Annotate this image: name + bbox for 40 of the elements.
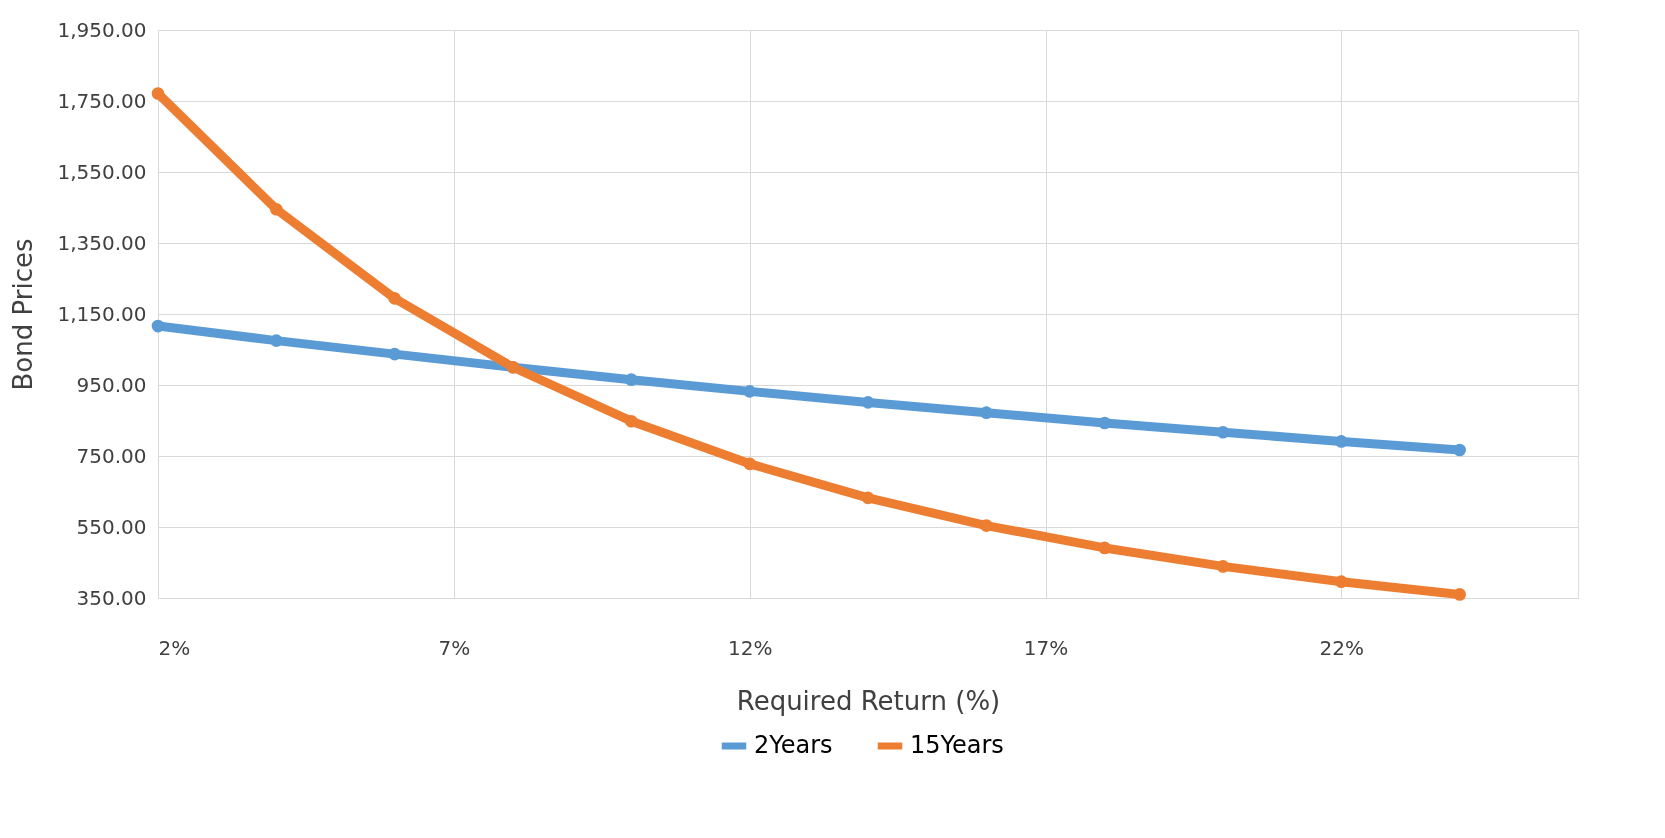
point: [743, 385, 756, 398]
point: [1216, 425, 1230, 439]
x-tick-label: 7%: [438, 635, 471, 660]
legend-label: 2Years: [754, 731, 833, 759]
point: [625, 414, 638, 428]
point: [388, 347, 401, 361]
point: [743, 457, 756, 471]
y-tick-label: 1,750.00: [57, 88, 147, 113]
point: [1098, 416, 1111, 430]
point: [1453, 443, 1466, 457]
point: [151, 319, 165, 333]
point: [980, 406, 993, 419]
point: [270, 334, 283, 347]
point: [861, 396, 875, 409]
x-tick-label: 17%: [1023, 635, 1069, 660]
y-tick-label: 1,150.00: [57, 301, 147, 326]
x-tick-label: 12%: [727, 635, 773, 660]
y-tick-label: 350.00: [76, 585, 147, 610]
x-tick-label: 2%: [158, 635, 191, 660]
x-tick-label: 22%: [1319, 635, 1365, 660]
point: [151, 87, 165, 100]
y-tick-label: 550.00: [76, 514, 147, 539]
legend-label: 15Years: [910, 731, 1004, 759]
y-tick-label: 1,350.00: [57, 230, 147, 255]
point: [1216, 560, 1230, 573]
point: [1335, 435, 1348, 448]
point: [861, 491, 875, 505]
y-tick-label: 1,550.00: [57, 159, 147, 184]
point: [980, 519, 993, 532]
point: [1098, 541, 1111, 555]
y-tick-label: 750.00: [76, 443, 147, 468]
point: [625, 373, 638, 386]
y-tick-label: 1,950.00: [57, 17, 147, 42]
point: [388, 292, 401, 305]
point: [1453, 588, 1466, 601]
x-axis-title: Required Return (%): [736, 685, 1001, 716]
point: [270, 202, 283, 216]
y-axis-title: Bond Prices: [8, 238, 39, 391]
point: [1335, 575, 1348, 588]
y-tick-label: 950.00: [76, 372, 147, 397]
